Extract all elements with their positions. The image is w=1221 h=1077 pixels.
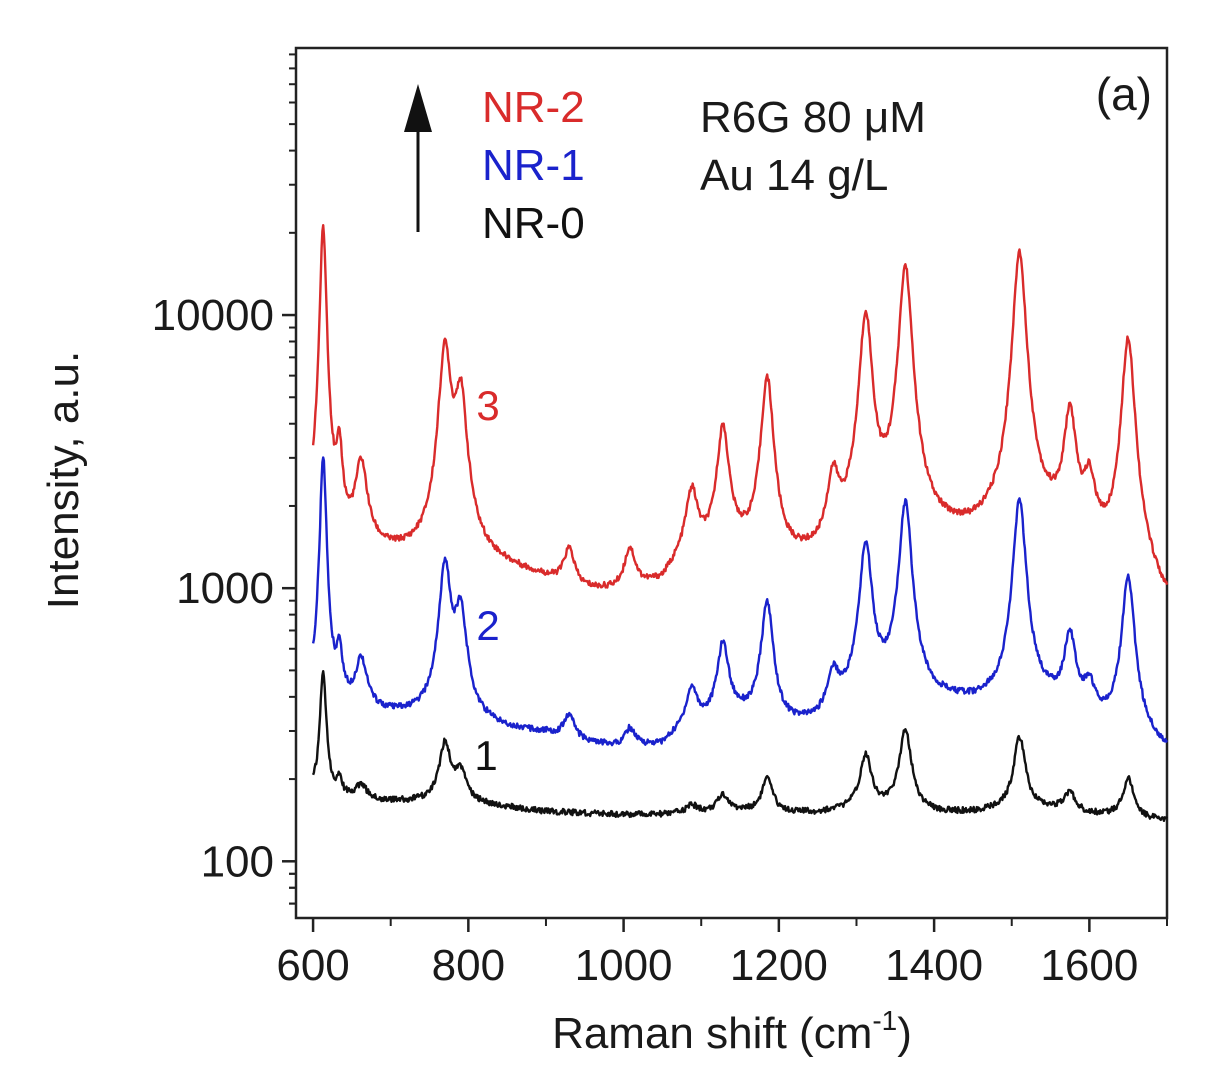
x-tick-label: 800 (432, 941, 505, 990)
y-tick-label: 10000 (152, 291, 274, 340)
x-axis: 600 800 1000 1200 1400 1600 (276, 918, 1168, 990)
plot-frame (294, 46, 1169, 920)
annotation-r6g: R6G 80 μM (700, 93, 926, 142)
panel-label: (a) (1096, 68, 1152, 120)
curve-labels: 3 2 1 (474, 382, 499, 779)
y-axis: 100 1000 10000 (152, 53, 296, 905)
y-axis-title: Intensity, a.u. (39, 351, 88, 609)
x-tick-label: 600 (276, 941, 349, 990)
spectrum-line-2 (311, 456, 1169, 747)
y-tick-label: 1000 (176, 564, 274, 613)
spectrum-line-3 (311, 224, 1169, 589)
x-tick-label: 1200 (730, 941, 828, 990)
x-tick-label: 1600 (1040, 941, 1138, 990)
legend-entry-nr-0: NR-0 (482, 199, 585, 248)
annotation-au: Au 14 g/L (700, 151, 888, 200)
x-tick-label: 1400 (885, 941, 983, 990)
curve-label-3: 3 (476, 382, 499, 429)
up-arrow-icon (404, 84, 432, 232)
legend-entry-nr-2: NR-2 (482, 83, 585, 132)
spectra-curves (311, 224, 1169, 822)
legend-entry-nr-1: NR-1 (482, 141, 585, 190)
legend: NR-2 NR-1 NR-0 (404, 83, 585, 248)
curve-label-2: 2 (476, 602, 499, 649)
curve-label-1: 1 (474, 732, 497, 779)
spectrum-line-1 (311, 670, 1168, 822)
x-tick-label: 1000 (575, 941, 673, 990)
y-tick-label: 100 (201, 837, 274, 886)
x-axis-title: Raman shift (cm-1) (552, 1005, 912, 1058)
